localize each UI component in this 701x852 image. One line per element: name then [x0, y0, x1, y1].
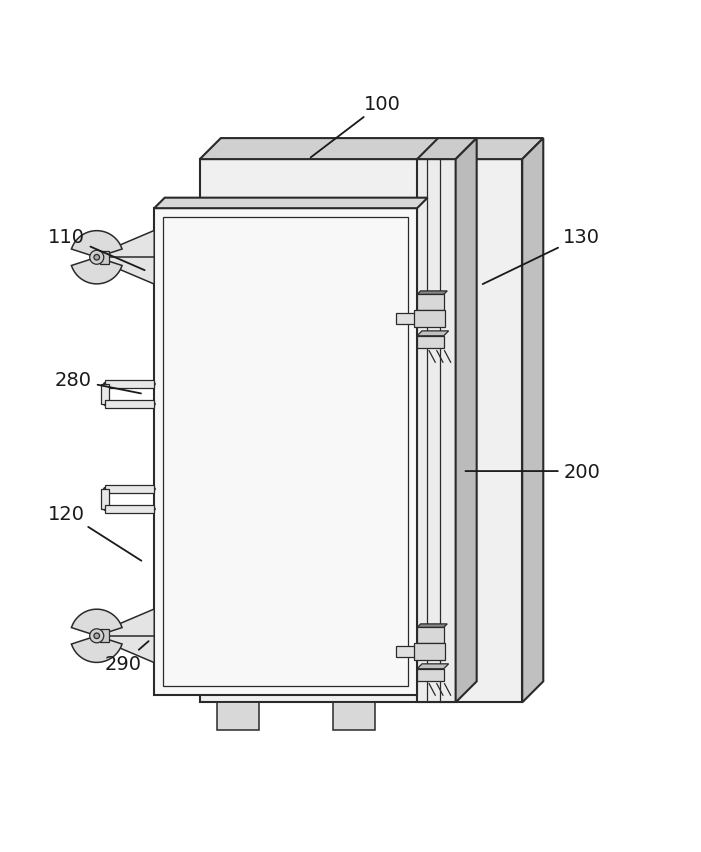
Polygon shape [417, 625, 447, 628]
Text: 120: 120 [48, 504, 142, 561]
Bar [200, 160, 522, 703]
Polygon shape [456, 139, 477, 703]
Circle shape [94, 633, 100, 639]
Bar [414, 643, 445, 660]
Circle shape [90, 629, 104, 643]
Polygon shape [154, 199, 428, 209]
Bar [414, 310, 445, 328]
Polygon shape [72, 232, 122, 258]
Bar [417, 669, 444, 682]
Circle shape [94, 255, 100, 261]
Polygon shape [200, 139, 543, 160]
Bar [154, 209, 417, 695]
Bar [100, 630, 109, 642]
Polygon shape [91, 231, 154, 285]
Polygon shape [72, 609, 122, 636]
Text: 100: 100 [311, 95, 400, 158]
Polygon shape [72, 258, 122, 285]
Bar [396, 314, 417, 325]
Bar [100, 251, 109, 264]
Bar [417, 160, 456, 703]
Bar [417, 337, 444, 349]
Polygon shape [417, 291, 447, 295]
Polygon shape [417, 139, 477, 160]
Text: 110: 110 [48, 227, 144, 271]
Text: 290: 290 [104, 642, 149, 674]
Bar [396, 646, 417, 657]
Bar [333, 703, 375, 730]
Polygon shape [72, 636, 122, 663]
Bar [105, 505, 154, 514]
Polygon shape [522, 139, 543, 703]
Circle shape [90, 251, 104, 265]
Polygon shape [417, 331, 449, 337]
Bar [417, 628, 444, 643]
Bar [101, 490, 109, 509]
Bar [417, 295, 444, 310]
Text: 200: 200 [465, 462, 600, 481]
Bar [101, 385, 109, 405]
Bar [163, 218, 408, 687]
Bar [105, 486, 154, 494]
Bar [217, 703, 259, 730]
Polygon shape [417, 664, 449, 669]
Bar [105, 381, 154, 389]
Text: 280: 280 [55, 371, 141, 394]
Text: 130: 130 [483, 227, 600, 285]
Bar [105, 400, 154, 408]
Polygon shape [91, 609, 154, 663]
